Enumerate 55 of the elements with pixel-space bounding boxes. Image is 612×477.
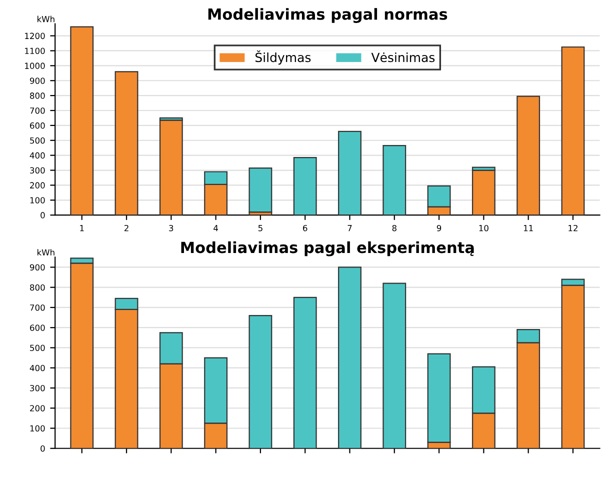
- bar: [114, 71, 138, 216]
- y-tick-label: 500: [30, 137, 45, 144]
- y-tick-label: 400: [30, 364, 45, 372]
- y-tick-label: 700: [30, 304, 45, 311]
- x-tick-label: 5: [258, 225, 262, 232]
- bar: [248, 167, 272, 213]
- y-tick-label: 100: [30, 425, 45, 432]
- y-tick-label: 500: [30, 344, 45, 352]
- y-tick-label: 300: [30, 384, 45, 392]
- x-tick-label: 3: [169, 224, 174, 232]
- y-tick-label: 200: [30, 405, 45, 412]
- bar: [293, 157, 317, 216]
- bar: [382, 282, 406, 448]
- y-tick-label: 900: [30, 264, 45, 270]
- y-tick-label: 900: [30, 78, 45, 84]
- y-axis-title: kWh: [37, 16, 54, 22]
- x-tick-label: 10: [479, 224, 488, 232]
- x-tick-label: 4: [214, 225, 218, 232]
- y-tick-label: 400: [30, 152, 45, 159]
- bar: [561, 46, 585, 216]
- y-axis-title: kWh: [37, 249, 54, 256]
- x-tick-label: 7: [348, 225, 352, 232]
- y-tick-label: 1000: [25, 62, 45, 69]
- bar: [472, 170, 496, 216]
- x-tick-label: 9: [436, 224, 442, 232]
- chart-title: Modeliavimas pagal normas: [208, 8, 448, 23]
- x-tick-label: 8: [392, 224, 396, 232]
- y-tick-label: 100: [30, 197, 45, 204]
- x-tick-label: 12: [568, 224, 578, 232]
- y-tick-label: 600: [30, 324, 45, 331]
- bar: [248, 314, 272, 448]
- x-tick-label: 11: [524, 225, 533, 232]
- y-tick-label: 1200: [25, 32, 45, 40]
- bar: [338, 266, 362, 448]
- y-tick-label: 0: [40, 445, 45, 452]
- y-tick-label: 700: [30, 107, 45, 114]
- y-tick-label: 800: [30, 92, 45, 99]
- y-tick-label: 600: [30, 122, 45, 129]
- bar: [516, 96, 540, 216]
- y-tick-label: 200: [30, 182, 45, 188]
- y-tick-label: 300: [30, 167, 45, 174]
- bar: [338, 130, 362, 216]
- bar: [159, 120, 183, 216]
- bar: [293, 296, 317, 448]
- legend-label: Šildymas: [255, 50, 311, 65]
- bar: [382, 145, 406, 216]
- y-tick-label: 800: [30, 284, 45, 291]
- bar: [70, 26, 94, 216]
- chart-title: Modeliavimas pagal eksperimentą: [181, 241, 474, 256]
- x-tick-label: 2: [124, 224, 128, 232]
- y-tick-label: 0: [40, 212, 45, 218]
- legend-label: Vėsinimas: [371, 52, 435, 62]
- x-tick-label: 1: [80, 225, 84, 232]
- y-tick-label: 1100: [25, 48, 45, 54]
- x-tick-label: 6: [303, 224, 308, 232]
